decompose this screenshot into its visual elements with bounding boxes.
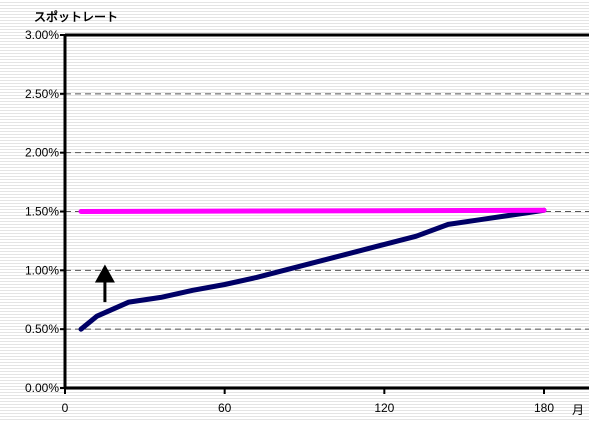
x-tick-label-3: 180 — [534, 401, 554, 415]
x-tick-label-2: 120 — [374, 401, 394, 415]
series-line-0 — [78, 207, 547, 332]
y-tick-label-6: 3.00% — [25, 28, 59, 42]
arrow-head-0 — [94, 264, 115, 283]
x-tick-label-1: 60 — [218, 401, 232, 415]
y-tick-label-4: 2.00% — [25, 146, 59, 160]
y-tick-label-3: 1.50% — [25, 205, 59, 219]
grid-lines — [65, 33, 589, 330]
y-axis-title: スポットレート — [34, 9, 118, 24]
y-tick-label-2: 1.00% — [25, 263, 59, 277]
y-tick-label-5: 2.50% — [25, 87, 59, 101]
series — [78, 207, 547, 332]
y-tick-label-0: 0.00% — [25, 381, 59, 395]
x-tick-label-0: 0 — [62, 401, 69, 415]
x-axis-title: 月 — [572, 403, 584, 417]
annotations — [94, 264, 115, 303]
series-line-1 — [78, 207, 547, 214]
y-tick-labels: 0.00% 0.50% 1.00% 1.50% 2.00% 2.50% 3.00% — [25, 28, 65, 395]
x-tick-labels: 0 60 120 180 — [62, 388, 554, 415]
y-tick-label-1: 0.50% — [25, 322, 59, 336]
